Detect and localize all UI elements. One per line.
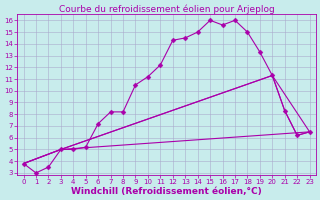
X-axis label: Windchill (Refroidissement éolien,°C): Windchill (Refroidissement éolien,°C) (71, 187, 262, 196)
Title: Courbe du refroidissement éolien pour Arjeplog: Courbe du refroidissement éolien pour Ar… (59, 4, 275, 14)
